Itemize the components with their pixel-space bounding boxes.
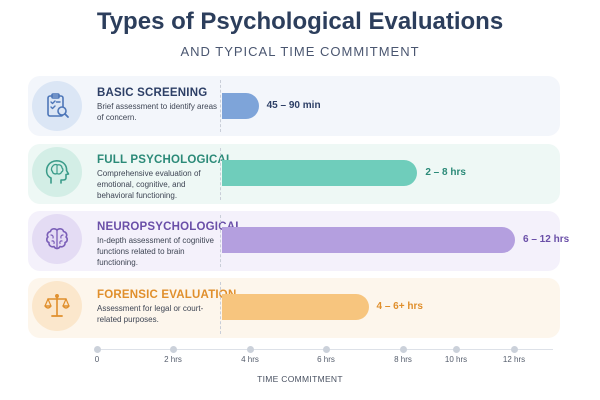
- row-title-neuropsychological: NEUROPSYCHOLOGICAL: [97, 221, 243, 233]
- bar-label-neuropsychological: 6 – 12 hrs: [523, 234, 570, 245]
- bar-label-forensic-evaluation: 4 – 6+ hrs: [376, 301, 423, 312]
- chart-subtitle: AND TYPICAL TIME COMMITMENT: [180, 44, 420, 59]
- bar-neuropsychological: [222, 227, 515, 253]
- bar-label-full-psychological: 2 – 8 hrs: [425, 167, 466, 178]
- bar-forensic-evaluation: [222, 294, 369, 320]
- x-tick-label: 0: [94, 355, 100, 364]
- x-tick-label: 2 hrs: [164, 355, 182, 364]
- clipboard-magnifier-icon: [32, 81, 82, 131]
- row-desc-forensic-evaluation: Assessment for legal or court-related pu…: [97, 304, 204, 324]
- row-divider: [220, 215, 221, 267]
- bar-label-basic-screening: 45 – 90 min: [266, 100, 321, 111]
- x-tick-mark: [170, 346, 177, 353]
- x-tick-mark: [511, 346, 518, 353]
- row-desc-basic-screening: Brief assessment to identify areas of co…: [97, 102, 218, 122]
- head-brain-icon: [32, 147, 82, 197]
- bar-full-psychological: [222, 160, 418, 186]
- x-tick-label: 8 hrs: [394, 355, 412, 364]
- card-basic-screening: [28, 76, 560, 136]
- row-title-basic-screening: BASIC SCREENING: [97, 87, 208, 99]
- x-axis-title: TIME COMMITMENT: [257, 374, 343, 384]
- bar-basic-screening: [222, 93, 259, 119]
- x-tick-mark: [323, 346, 330, 353]
- row-divider: [220, 80, 221, 132]
- x-tick-mark: [94, 346, 101, 353]
- x-tick-label: 4 hrs: [241, 355, 259, 364]
- x-tick-label: 6 hrs: [317, 355, 335, 364]
- brain-icon: [32, 214, 82, 264]
- chart-title: Types of Psychological Evaluations: [96, 8, 504, 35]
- row-desc-neuropsychological: In-depth assessment of cognitive functio…: [97, 236, 214, 267]
- scales-of-justice-icon: [32, 281, 82, 331]
- row-desc-full-psychological: Comprehensive evaluation of emotional, c…: [97, 169, 201, 200]
- x-tick-mark: [247, 346, 254, 353]
- row-divider: [220, 282, 221, 334]
- x-tick-mark: [400, 346, 407, 353]
- row-title-full-psychological: FULL PSYCHOLOGICAL: [97, 154, 234, 166]
- row-title-forensic-evaluation: FORENSIC EVALUATION: [97, 289, 237, 301]
- x-tick-mark: [453, 346, 460, 353]
- x-tick-label: 10 hrs: [444, 355, 468, 364]
- row-divider: [220, 148, 221, 200]
- x-tick-label: 12 hrs: [502, 355, 526, 364]
